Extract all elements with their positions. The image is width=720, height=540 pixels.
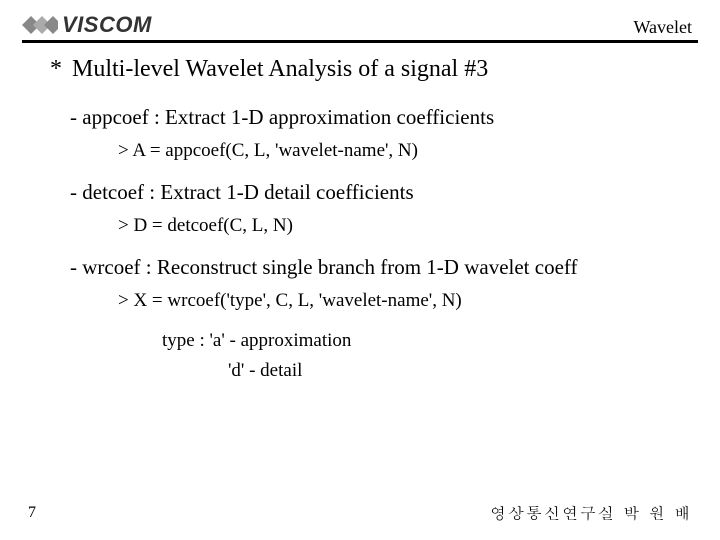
- code-wrcoef: > X = wrcoef('type', C, L, 'wavelet-name…: [118, 290, 680, 312]
- code-detcoef: > D = detcoef(C, L, N): [118, 215, 680, 237]
- bullet-detcoef: - detcoef : Extract 1-D detail coefficie…: [70, 180, 680, 205]
- title-text: Multi-level Wavelet Analysis of a signal…: [72, 56, 488, 83]
- page-number: 7: [28, 504, 36, 522]
- slide: VISCOM Wavelet * Multi-level Wavelet Ana…: [0, 0, 720, 540]
- logo: VISCOM: [22, 12, 152, 38]
- brand-text: VISCOM: [62, 12, 152, 38]
- diamond-logo-icon: [22, 16, 58, 34]
- bullet-appcoef: - appcoef : Extract 1-D approximation co…: [70, 105, 680, 130]
- title-marker: *: [50, 56, 62, 83]
- title-row: * Multi-level Wavelet Analysis of a sign…: [50, 56, 680, 83]
- bullet-wrcoef: - wrcoef : Reconstruct single branch fro…: [70, 255, 680, 280]
- header-topic: Wavelet: [633, 17, 692, 38]
- footer: 7 영상통신연구실 박 원 배: [28, 501, 692, 524]
- lab-credit: 영상통신연구실 박 원 배: [490, 501, 692, 524]
- code-wrcoef-type-d: 'd' - detail: [228, 360, 680, 382]
- code-appcoef: > A = appcoef(C, L, 'wavelet-name', N): [118, 140, 680, 162]
- code-wrcoef-type-a: type : 'a' - approximation: [162, 330, 680, 352]
- header: VISCOM Wavelet: [22, 12, 698, 43]
- content: * Multi-level Wavelet Analysis of a sign…: [50, 56, 680, 390]
